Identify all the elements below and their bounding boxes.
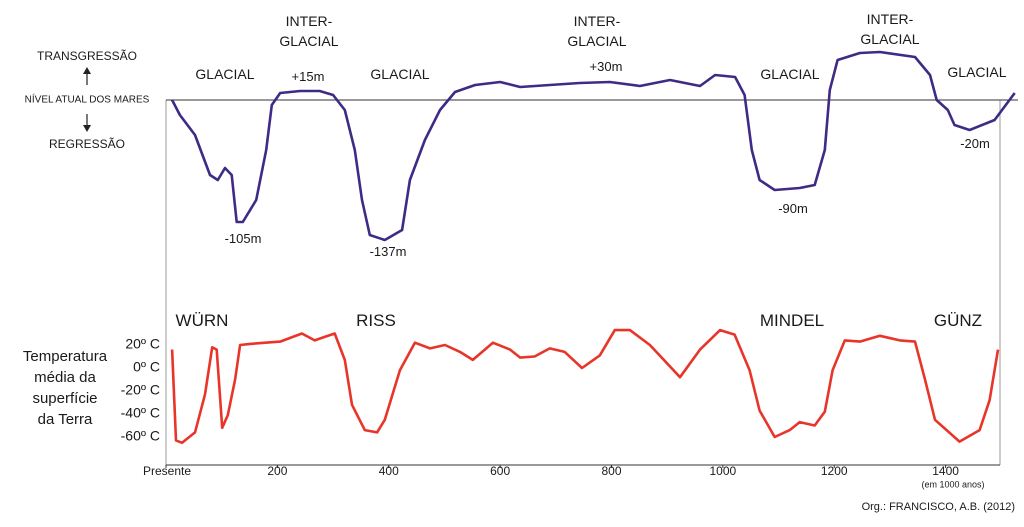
x-tick-label: Presente: [143, 464, 191, 478]
annotation: RISS: [356, 311, 396, 330]
y-axis-title-line: da Terra: [38, 411, 93, 428]
x-tick-label: 200: [267, 464, 287, 478]
annotation-line: WÜRN: [176, 311, 229, 330]
y-axis-title: Temperatura média da superfície da Terra: [23, 348, 108, 428]
annotation-line: GLACIAL: [860, 31, 919, 47]
x-tick-label: 1200: [821, 464, 848, 478]
side-label: TRANSGRESSÃO: [37, 49, 137, 63]
y-tick-label: -40º C: [121, 405, 160, 421]
y-axis-title-line: superfície: [32, 390, 97, 407]
annotation-line: INTER-: [286, 13, 333, 29]
annotation: +15m: [292, 69, 325, 84]
annotation: +30m: [590, 59, 623, 74]
annotation-line: -137m: [370, 244, 407, 259]
annotation-line: GÜNZ: [934, 311, 982, 330]
annotation: GÜNZ: [934, 311, 982, 330]
annotation: -137m: [370, 244, 407, 259]
x-tick-label: 600: [490, 464, 510, 478]
annotation-line: GLACIAL: [760, 66, 819, 82]
y-tick-label: -20º C: [121, 382, 160, 398]
credit: Org.: FRANCISCO, A.B. (2012): [862, 501, 1015, 513]
annotation: GLACIAL: [760, 66, 819, 82]
annotation: INTER- GLACIAL: [567, 13, 626, 49]
annotation-line: -105m: [225, 231, 262, 246]
annotation-line: -90m: [778, 201, 808, 216]
annotation-line: RISS: [356, 311, 396, 330]
arrow-head: [83, 67, 91, 74]
y-axis-title-line: Temperatura: [23, 348, 108, 365]
data-line: [170, 328, 1000, 445]
annotation-line: -20m: [960, 136, 990, 151]
side-label: NÍVEL ATUAL DOS MARES: [25, 93, 150, 106]
annotation-line: GLACIAL: [195, 66, 254, 82]
side-label: REGRESSÃO: [49, 137, 125, 151]
annotation: INTER- GLACIAL: [860, 11, 919, 47]
annotation: GLACIAL: [947, 64, 1006, 80]
annotation: -105m: [225, 231, 262, 246]
annotation-line: GLACIAL: [567, 33, 626, 49]
data-line: [170, 50, 1016, 242]
arrow-head: [83, 125, 91, 132]
annotation-line: GLACIAL: [370, 66, 429, 82]
y-tick-label: 0º C: [133, 359, 160, 375]
annotation: GLACIAL: [370, 66, 429, 82]
annotation-line: GLACIAL: [947, 64, 1006, 80]
x-tick-label: 400: [379, 464, 399, 478]
annotation-line: INTER-: [574, 13, 621, 29]
x-axis-label: (em 1000 anos): [921, 479, 984, 489]
annotation: WÜRN: [176, 311, 229, 330]
x-tick-label: 800: [601, 464, 621, 478]
annotation-line: GLACIAL: [279, 33, 338, 49]
x-tick-label: 1400: [932, 464, 959, 478]
y-axis-title-line: média da: [34, 369, 96, 386]
y-tick-label: -60º C: [121, 428, 160, 444]
annotation-line: MINDEL: [760, 311, 824, 330]
annotation: GLACIAL: [195, 66, 254, 82]
annotation: -90m: [778, 201, 808, 216]
x-tick-label: 1000: [710, 464, 737, 478]
annotation-line: INTER-: [867, 11, 914, 27]
y-tick-label: 20º C: [125, 336, 160, 352]
annotation: -20m: [960, 136, 990, 151]
annotation: INTER- GLACIAL: [279, 13, 338, 49]
annotation-line: +30m: [590, 59, 623, 74]
annotation-line: +15m: [292, 69, 325, 84]
annotation: MINDEL: [760, 311, 824, 330]
